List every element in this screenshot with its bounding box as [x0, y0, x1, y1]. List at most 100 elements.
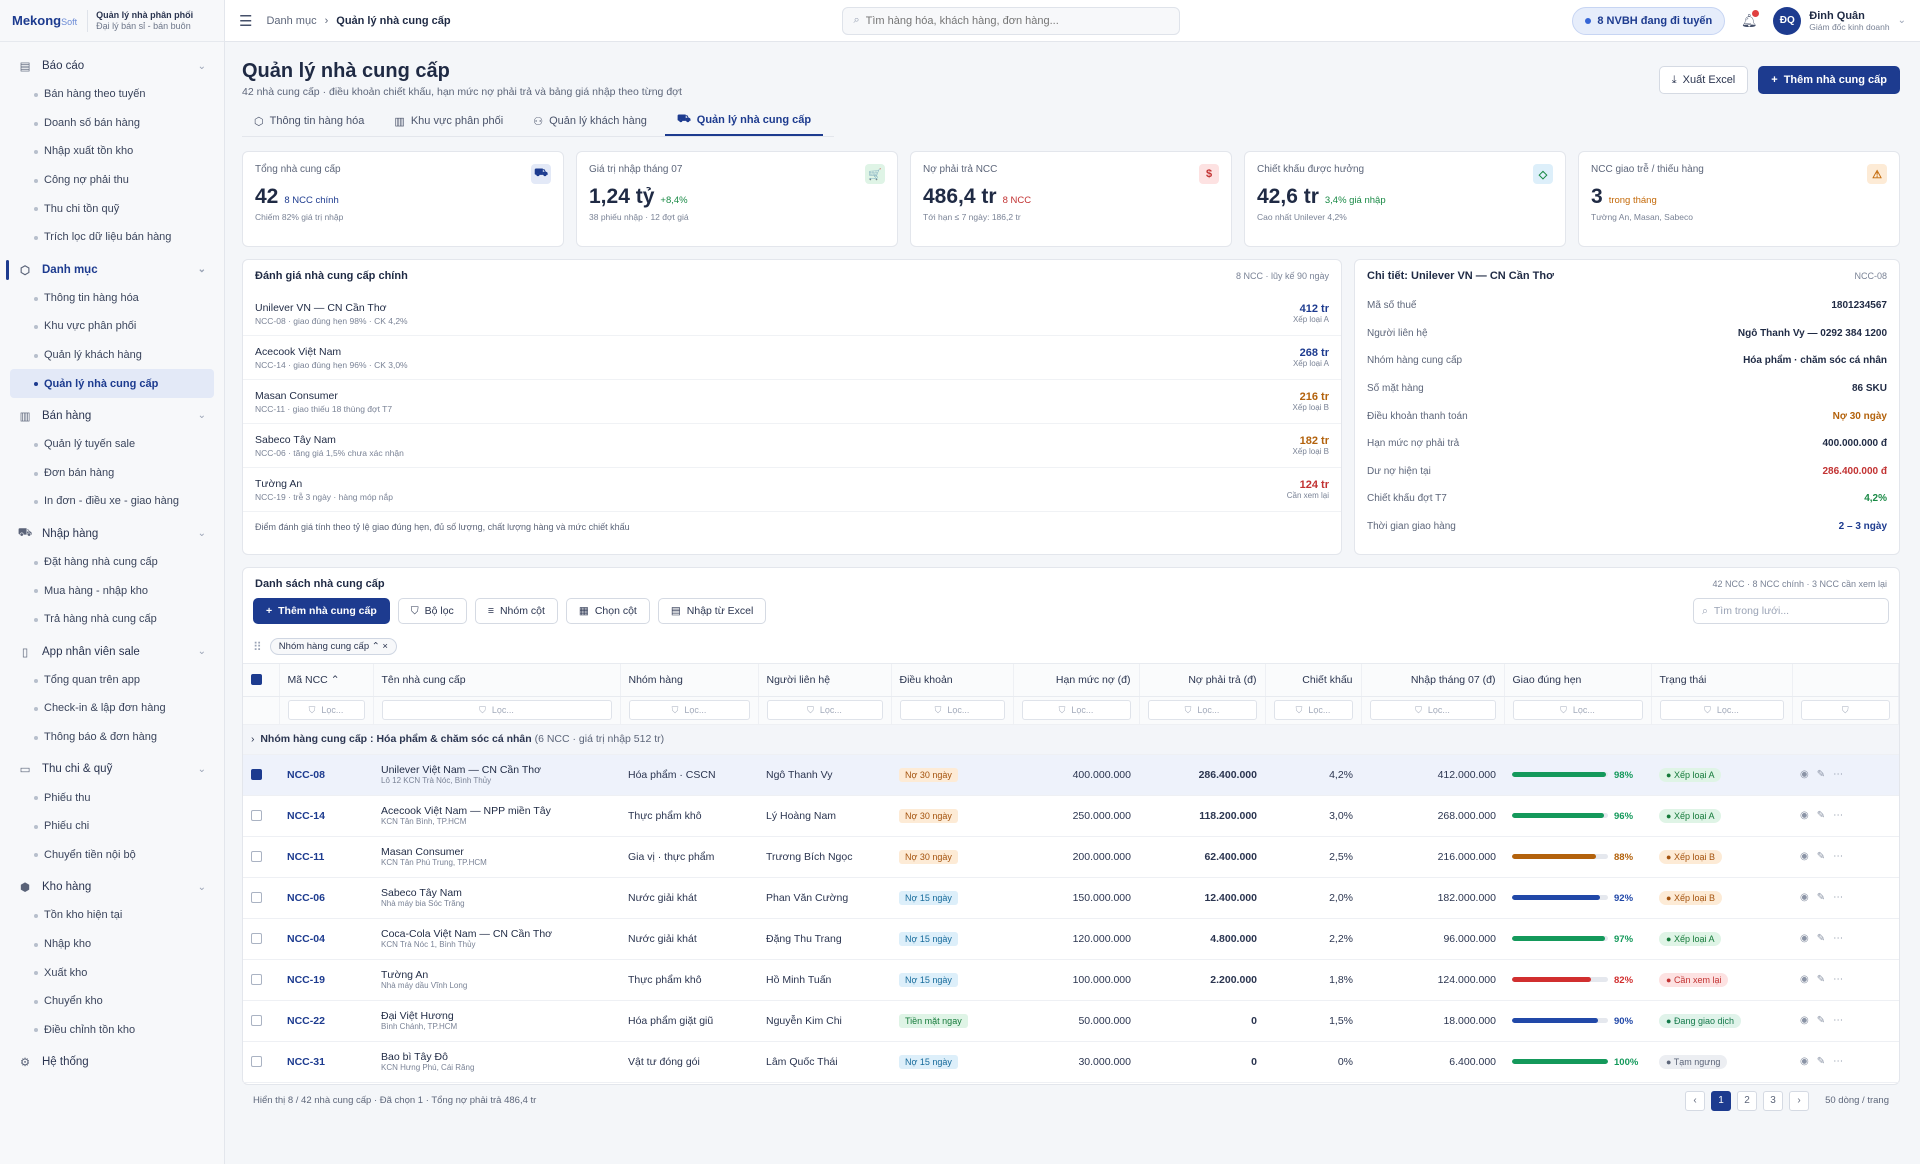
select-all-checkbox[interactable]: [243, 664, 280, 697]
column-filter[interactable]: ⛉ Lọc...: [1361, 696, 1505, 725]
edit-icon[interactable]: ✎: [1816, 892, 1834, 903]
column-header[interactable]: Nhóm hàng: [620, 664, 759, 697]
tab-3[interactable]: ⛟ Quản lý nhà cung cấp: [664, 106, 824, 136]
sidebar-item[interactable]: Quản lý tuyến sale: [0, 430, 224, 459]
sidebar-item[interactable]: Tổng quan trên app: [0, 666, 224, 695]
sidebar-item[interactable]: Tồn kho hiện tại: [0, 901, 224, 930]
edit-icon[interactable]: ✎: [1816, 810, 1834, 821]
column-filter[interactable]: ⛉ Lọc...: [1265, 696, 1362, 725]
tab-1[interactable]: ▥ Khu vực phân phối: [382, 106, 515, 136]
kpi-card[interactable]: NCC giao trễ / thiếu hàng ⚠ 3 trong tháng…: [1578, 151, 1900, 247]
column-filter[interactable]: ⛉ Lọc...: [620, 696, 759, 725]
evaluation-row[interactable]: Acecook Việt Nam NCC-14 · giao đúng hẹn 9…: [243, 336, 1341, 380]
supplier-code-link[interactable]: NCC-14: [287, 809, 325, 822]
drag-handle-icon[interactable]: ⠿: [253, 639, 262, 654]
sidebar-item[interactable]: Bán hàng theo tuyến: [0, 80, 224, 109]
next-page-button[interactable]: ›: [1789, 1090, 1810, 1111]
sidebar-item[interactable]: Chuyển tiền nội bộ: [0, 840, 224, 869]
sidebar-item[interactable]: Thông báo & đơn hàng: [0, 723, 224, 752]
column-header[interactable]: Chiết khấu: [1265, 664, 1362, 697]
sidebar-item[interactable]: Mua hàng - nhập kho: [0, 576, 224, 605]
supplier-code-link[interactable]: NCC-06: [287, 891, 325, 904]
more-icon[interactable]: ⋯: [1833, 810, 1852, 821]
add-supplier-grid-button[interactable]: + Thêm nhà cung cấp: [253, 598, 390, 624]
sidebar-item[interactable]: Quản lý nhà cung cấp: [10, 369, 214, 398]
edit-icon[interactable]: ✎: [1816, 851, 1834, 862]
sidebar-group[interactable]: ⬢ Kho hàng ⌄: [0, 873, 224, 901]
per-page[interactable]: 50 dòng / trang: [1825, 1095, 1889, 1106]
breadcrumb-item[interactable]: Danh mục: [266, 14, 317, 27]
edit-icon[interactable]: ✎: [1816, 974, 1834, 985]
column-header[interactable]: Nhập tháng 07 (đ): [1361, 664, 1505, 697]
column-filter[interactable]: ⛉ Lọc...: [373, 696, 621, 725]
more-icon[interactable]: ⋯: [1833, 1056, 1852, 1067]
logo[interactable]: MekongSoft: [12, 13, 78, 28]
eye-icon[interactable]: ◉: [1800, 892, 1817, 903]
row-checkbox[interactable]: [243, 836, 279, 878]
column-filter[interactable]: ⛉ Lọc...: [758, 696, 892, 725]
column-header[interactable]: Hạn mức nợ (đ): [1013, 664, 1140, 697]
group-chip[interactable]: Nhóm hàng cung cấp ⌃ ×: [269, 638, 397, 655]
column-filter[interactable]: ⛉ Lọc...: [279, 696, 374, 725]
sidebar-item[interactable]: Công nợ phải thu: [0, 166, 224, 195]
sidebar-item[interactable]: Chuyển kho: [0, 987, 224, 1016]
sidebar-group[interactable]: ▭ Thu chi & quỹ ⌄: [0, 755, 224, 783]
global-search-input[interactable]: [865, 14, 1156, 27]
column-header[interactable]: Giao đúng hẹn: [1504, 664, 1652, 697]
more-icon[interactable]: ⋯: [1833, 1015, 1852, 1026]
close-icon[interactable]: ×: [382, 641, 388, 652]
import-excel-button[interactable]: ▤ Nhập từ Excel: [657, 598, 767, 624]
edit-icon[interactable]: ✎: [1816, 1056, 1834, 1067]
column-filter[interactable]: ⛉ Lọc...: [1504, 696, 1652, 725]
sidebar-item[interactable]: Thông tin hàng hóa: [0, 284, 224, 313]
page-button[interactable]: 2: [1737, 1090, 1758, 1111]
supplier-code-link[interactable]: NCC-04: [287, 932, 325, 945]
eye-icon[interactable]: ◉: [1800, 933, 1817, 944]
kpi-card[interactable]: Chiết khấu được hưởng ◇ 42,6 tr 3,4% giá …: [1244, 151, 1566, 247]
column-header[interactable]: Mã NCC ⌃: [279, 664, 374, 697]
page-button[interactable]: 3: [1763, 1090, 1784, 1111]
sidebar-group[interactable]: ⬡ Danh mục ⌄: [0, 256, 224, 284]
table-row[interactable]: NCC-08 Unilever Việt Nam — CN Cần Thơ Lô …: [243, 754, 1899, 796]
more-icon[interactable]: ⋯: [1833, 769, 1852, 780]
supplier-code-link[interactable]: NCC-22: [287, 1014, 325, 1027]
export-excel-button[interactable]: ⤓ Xuất Excel: [1658, 66, 1749, 94]
kpi-card[interactable]: Nợ phải trả NCC $ 486,4 tr 8 NCC Tới hạn …: [910, 151, 1232, 247]
tab-2[interactable]: ⚇ Quản lý khách hàng: [521, 106, 659, 136]
eye-icon[interactable]: ◉: [1800, 851, 1817, 862]
row-checkbox[interactable]: [243, 795, 279, 837]
column-header[interactable]: Trạng thái: [1651, 664, 1793, 697]
table-row[interactable]: NCC-14 Acecook Việt Nam — NPP miền Tây KC…: [243, 795, 1899, 837]
more-icon[interactable]: ⋯: [1833, 892, 1852, 903]
add-supplier-button[interactable]: + Thêm nhà cung cấp: [1758, 66, 1900, 94]
evaluation-row[interactable]: Sabeco Tây Nam NCC-06 · tăng giá 1,5% chư…: [243, 424, 1341, 468]
eye-icon[interactable]: ◉: [1800, 1056, 1817, 1067]
column-header[interactable]: Người liên hệ: [758, 664, 892, 697]
evaluation-row[interactable]: Tường An NCC-19 · trễ 3 ngày · hàng móp n…: [243, 468, 1341, 512]
column-header[interactable]: Tên nhà cung cấp: [373, 664, 621, 697]
supplier-code-link[interactable]: NCC-31: [287, 1055, 325, 1068]
column-filter[interactable]: ⛉ Lọc...: [1651, 696, 1793, 725]
sidebar-group[interactable]: ⛟ Nhập hàng ⌄: [0, 520, 224, 548]
group-row[interactable]: › Nhóm hàng cung cấp : Hóa phẩm & chăm s…: [243, 724, 1899, 755]
sidebar-item[interactable]: Xuất kho: [0, 958, 224, 987]
kpi-card[interactable]: Tổng nhà cung cấp ⛟ 42 8 NCC chính Chiếm …: [242, 151, 564, 247]
sidebar-item[interactable]: Trả hàng nhà cung cấp: [0, 605, 224, 634]
table-row[interactable]: NCC-31 Bao bì Tây Đô KCN Hưng Phú, Cái Ră…: [243, 1041, 1899, 1083]
column-header[interactable]: Điều khoản: [891, 664, 1014, 697]
more-icon[interactable]: ⋯: [1833, 851, 1852, 862]
choose-columns-button[interactable]: ▦ Chọn cột: [565, 598, 650, 624]
supplier-code-link[interactable]: NCC-08: [287, 768, 325, 781]
sidebar-group[interactable]: ⚙ Hệ thống: [0, 1048, 224, 1076]
sidebar-item[interactable]: Điều chỉnh tồn kho: [0, 1015, 224, 1044]
row-checkbox[interactable]: [243, 1041, 279, 1083]
kpi-card[interactable]: Giá trị nhập tháng 07 🛒 1,24 tỷ +8,4% 38 …: [576, 151, 898, 247]
sidebar-item[interactable]: Thu chi tồn quỹ: [0, 194, 224, 223]
evaluation-row[interactable]: Unilever VN — CN Cần Thơ NCC-08 · giao đú…: [243, 292, 1341, 336]
sidebar-item[interactable]: Phiếu chi: [0, 812, 224, 841]
sidebar-item[interactable]: Đơn bán hàng: [0, 459, 224, 488]
eye-icon[interactable]: ◉: [1800, 974, 1817, 985]
sidebar-item[interactable]: Trích lọc dữ liệu bán hàng: [0, 223, 224, 252]
sidebar-group[interactable]: ▥ Bán hàng ⌄: [0, 402, 224, 430]
table-row[interactable]: NCC-11 Masan Consumer KCN Tân Phú Trung, …: [243, 836, 1899, 878]
